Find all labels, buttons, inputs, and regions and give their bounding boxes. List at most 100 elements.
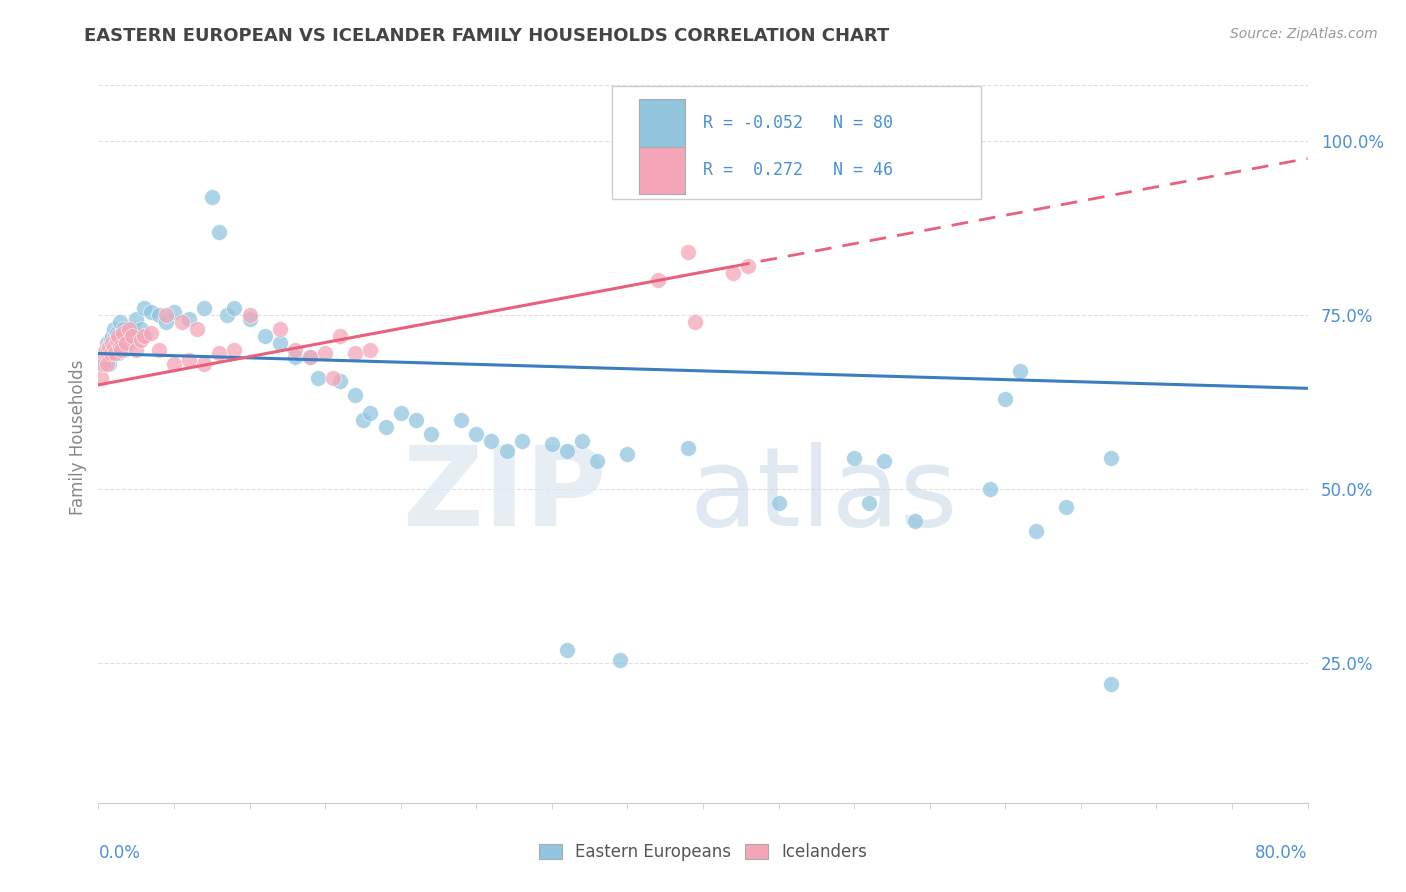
Point bbox=[91, 357, 114, 371]
Point bbox=[239, 311, 262, 326]
Point bbox=[389, 406, 412, 420]
Point bbox=[420, 426, 443, 441]
Point bbox=[132, 301, 155, 316]
Point bbox=[344, 346, 367, 360]
Point bbox=[737, 260, 759, 274]
Point bbox=[101, 336, 124, 351]
Point bbox=[450, 412, 472, 426]
Point bbox=[481, 434, 503, 448]
Text: R = -0.052   N = 80: R = -0.052 N = 80 bbox=[703, 114, 893, 132]
Point bbox=[163, 304, 186, 318]
Point bbox=[96, 350, 118, 364]
Point bbox=[685, 315, 707, 329]
Point bbox=[193, 301, 215, 316]
Point bbox=[510, 434, 533, 448]
Text: 0.0%: 0.0% bbox=[98, 845, 141, 863]
Point bbox=[104, 346, 127, 360]
Point bbox=[586, 454, 609, 468]
Point bbox=[108, 329, 131, 343]
Point bbox=[107, 329, 129, 343]
Point bbox=[1010, 364, 1032, 378]
Point bbox=[111, 322, 134, 336]
Point bbox=[253, 329, 276, 343]
Y-axis label: Family Households: Family Households bbox=[69, 359, 87, 515]
Point bbox=[114, 329, 136, 343]
Text: Source: ZipAtlas.com: Source: ZipAtlas.com bbox=[1230, 27, 1378, 41]
Point bbox=[105, 339, 128, 353]
Point bbox=[118, 336, 141, 351]
Point bbox=[186, 322, 208, 336]
Point bbox=[844, 450, 866, 465]
Point bbox=[129, 333, 152, 347]
Point bbox=[215, 308, 238, 322]
Point bbox=[555, 444, 578, 458]
Point bbox=[723, 266, 745, 280]
Point bbox=[90, 371, 112, 385]
Point bbox=[103, 339, 125, 353]
Point bbox=[110, 333, 132, 347]
Point bbox=[979, 483, 1001, 497]
Point bbox=[141, 304, 163, 318]
Point bbox=[768, 496, 790, 510]
Point bbox=[307, 371, 329, 385]
Point bbox=[269, 322, 291, 336]
Point bbox=[121, 329, 143, 343]
Point bbox=[571, 434, 593, 448]
Point bbox=[96, 357, 118, 371]
Point bbox=[344, 388, 367, 402]
Point bbox=[91, 353, 114, 368]
Point bbox=[93, 346, 115, 360]
FancyBboxPatch shape bbox=[638, 146, 685, 194]
Point bbox=[98, 357, 121, 371]
Point bbox=[170, 315, 193, 329]
Point bbox=[239, 308, 262, 322]
Point bbox=[100, 333, 122, 347]
Point bbox=[96, 336, 118, 351]
Point bbox=[118, 322, 141, 336]
Point bbox=[405, 412, 427, 426]
Point bbox=[100, 346, 122, 360]
Point bbox=[110, 343, 132, 357]
Point bbox=[125, 311, 148, 326]
Point bbox=[112, 343, 135, 357]
Text: R =  0.272   N = 46: R = 0.272 N = 46 bbox=[703, 161, 893, 179]
Point bbox=[94, 343, 117, 357]
Point bbox=[360, 406, 382, 420]
Point bbox=[100, 346, 122, 360]
Point bbox=[193, 357, 215, 371]
Point bbox=[495, 444, 517, 458]
Point bbox=[329, 329, 352, 343]
Point bbox=[104, 329, 127, 343]
Point bbox=[94, 353, 117, 368]
Point bbox=[1099, 677, 1122, 691]
Point bbox=[105, 326, 128, 340]
Point bbox=[108, 339, 131, 353]
Point bbox=[1024, 524, 1046, 538]
Point bbox=[314, 346, 336, 360]
Point bbox=[322, 371, 344, 385]
Point bbox=[121, 322, 143, 336]
Point bbox=[284, 350, 307, 364]
Point bbox=[374, 419, 396, 434]
Point bbox=[269, 336, 291, 351]
Point bbox=[647, 273, 669, 287]
Point bbox=[676, 441, 699, 455]
Point bbox=[609, 653, 631, 667]
Point bbox=[1054, 500, 1077, 514]
Point bbox=[96, 346, 118, 360]
Point bbox=[208, 225, 231, 239]
Point bbox=[201, 190, 224, 204]
Point bbox=[104, 336, 127, 351]
Legend: Eastern Europeans, Icelanders: Eastern Europeans, Icelanders bbox=[531, 837, 875, 868]
Text: atlas: atlas bbox=[690, 442, 957, 549]
Point bbox=[540, 437, 562, 451]
Point bbox=[125, 343, 148, 357]
Point bbox=[103, 322, 125, 336]
Point bbox=[155, 315, 177, 329]
FancyBboxPatch shape bbox=[613, 86, 981, 200]
Point bbox=[132, 329, 155, 343]
Point bbox=[148, 343, 170, 357]
Point bbox=[93, 346, 115, 360]
Point bbox=[284, 343, 307, 357]
Text: ZIP: ZIP bbox=[404, 442, 606, 549]
